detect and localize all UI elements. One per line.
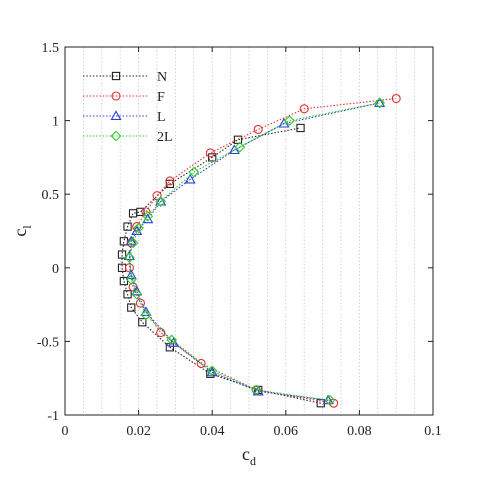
ticks: 0 0.02 0.04 0.06 0.08 0.1 -1 -0.5 0 0.5 1 1.5 (37, 41, 442, 439)
plot-frame (64, 46, 434, 416)
x-tick-label: 0.06 (274, 424, 299, 439)
legend: NFL 2L (83, 70, 173, 145)
legend-label: 2L (157, 130, 173, 145)
data-point (228, 144, 240, 155)
data-point (141, 207, 151, 217)
data-point (166, 334, 178, 346)
x-tick-label: 0.04 (200, 424, 225, 439)
series-layer (117, 93, 401, 408)
data-point (296, 123, 305, 133)
data-point (138, 318, 147, 327)
legend-marker (110, 130, 122, 142)
legend-marker (110, 110, 122, 120)
x-tick-label: 0 (62, 424, 69, 439)
data-point (131, 288, 143, 300)
data-point (374, 97, 386, 107)
data-point (284, 115, 295, 126)
y-tick-label: 1.5 (42, 41, 60, 56)
data-point (119, 237, 129, 246)
data-point (205, 148, 215, 158)
series-n (117, 123, 325, 408)
data-point (127, 237, 139, 249)
data-point (374, 97, 386, 109)
data-point (135, 298, 145, 308)
legend-entry-l: L (83, 110, 166, 125)
data-point (324, 394, 336, 406)
data-point (152, 191, 162, 201)
data-point (123, 290, 132, 299)
legend-marker (111, 91, 121, 101)
y-tick-label: 1 (52, 115, 59, 130)
series-line (128, 102, 380, 401)
legend-label: F (157, 90, 165, 105)
data-point (253, 124, 263, 134)
data-point (136, 207, 145, 217)
legend-entry-f: F (83, 90, 165, 105)
data-point (133, 222, 144, 234)
data-point (124, 252, 135, 263)
series-2l (124, 97, 386, 406)
data-point (188, 166, 200, 178)
data-point (117, 250, 127, 259)
y-tick-label: 0 (52, 262, 59, 277)
data-point (125, 235, 137, 246)
x-tick-label: 0.1 (424, 424, 442, 439)
data-point (125, 274, 137, 285)
data-point (391, 93, 401, 104)
data-point (142, 210, 154, 222)
data-point (123, 222, 132, 231)
data-point (196, 358, 206, 369)
y-tick-label: -0.5 (37, 335, 59, 350)
data-point (165, 179, 175, 189)
data-point (127, 303, 136, 312)
x-tick-label: 0.08 (347, 424, 372, 439)
y-tick-label: 0.5 (42, 188, 60, 203)
data-point (208, 153, 217, 162)
data-point (233, 135, 243, 144)
legend-label: N (157, 70, 167, 85)
y-tick-label: -1 (47, 409, 59, 424)
data-point (184, 173, 196, 184)
data-point (278, 117, 290, 128)
series-line (128, 102, 380, 401)
data-point (140, 309, 152, 321)
legend-marker (111, 71, 121, 81)
data-point (124, 263, 134, 273)
data-point (299, 104, 309, 114)
y-axis-label: cl (10, 225, 34, 237)
data-point (206, 365, 218, 377)
data-point (250, 384, 262, 396)
data-point (165, 176, 175, 186)
legend-label: L (157, 110, 166, 125)
data-point (168, 337, 180, 347)
data-point (155, 195, 167, 206)
series-line (121, 127, 321, 404)
legend-entry-2l: 2L (83, 130, 173, 145)
data-point (234, 141, 246, 153)
x-tick-label: 0.02 (126, 424, 151, 439)
data-point (155, 196, 167, 207)
grid (83, 47, 416, 415)
x-axis-label: cd (242, 444, 256, 468)
legend-entry-n: N (83, 70, 167, 85)
